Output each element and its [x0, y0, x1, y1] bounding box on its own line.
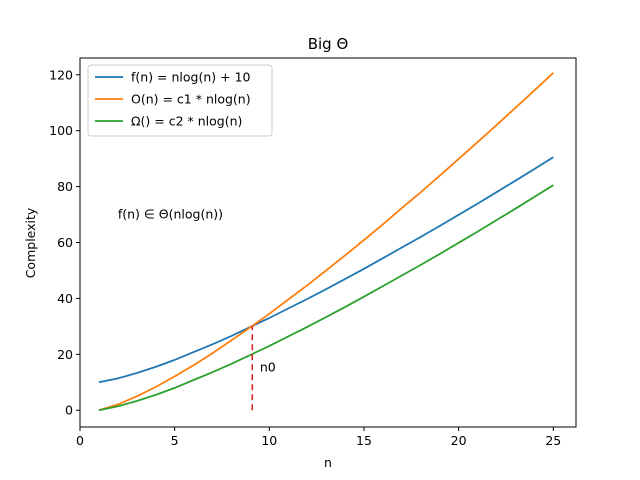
series-line-1 [98, 72, 554, 412]
y-tick-label: 120 [49, 67, 73, 82]
legend-label-1: O(n) = c1 * nlog(n) [131, 92, 251, 107]
chart-title: Big Θ [308, 35, 349, 53]
x-tick-label: 10 [261, 433, 277, 448]
annotation-0: f(n) ∈ Θ(nlog(n)) [118, 207, 223, 222]
y-axis: 0 20 40 60 80 100 120 [49, 67, 80, 418]
y-tick-label: 60 [57, 235, 73, 250]
x-tick-label: 15 [356, 433, 372, 448]
legend-box [87, 64, 273, 137]
y-tick-label: 80 [57, 179, 73, 194]
plot-area [98, 72, 554, 412]
legend-label-2: Ω() = c2 * nlog(n) [131, 114, 242, 129]
x-tick-label: 25 [545, 433, 561, 448]
annotations: f(n) ∈ Θ(nlog(n)) n0 [118, 207, 276, 375]
x-tick-label: 5 [171, 433, 179, 448]
y-tick-label: 0 [65, 403, 73, 418]
x-tick-label: 0 [76, 433, 84, 448]
legend: f(n) = nlog(n) + 10 O(n) = c1 * nlog(n) Ω(… [87, 64, 273, 137]
x-tick-label: 20 [451, 433, 467, 448]
annotation-1: n0 [260, 360, 276, 375]
x-axis-label: n [324, 455, 332, 470]
y-tick-label: 20 [57, 347, 73, 362]
series-line-0 [98, 156, 554, 384]
y-axis-label: Complexity [23, 207, 38, 278]
plot-frame [79, 57, 577, 428]
y-tick-label: 40 [57, 291, 73, 306]
x-axis: 0 5 10 15 20 25 [76, 427, 561, 448]
y-tick-label: 100 [49, 123, 73, 138]
series-line-2 [98, 184, 554, 412]
legend-label-0: f(n) = nlog(n) + 10 [131, 70, 251, 85]
